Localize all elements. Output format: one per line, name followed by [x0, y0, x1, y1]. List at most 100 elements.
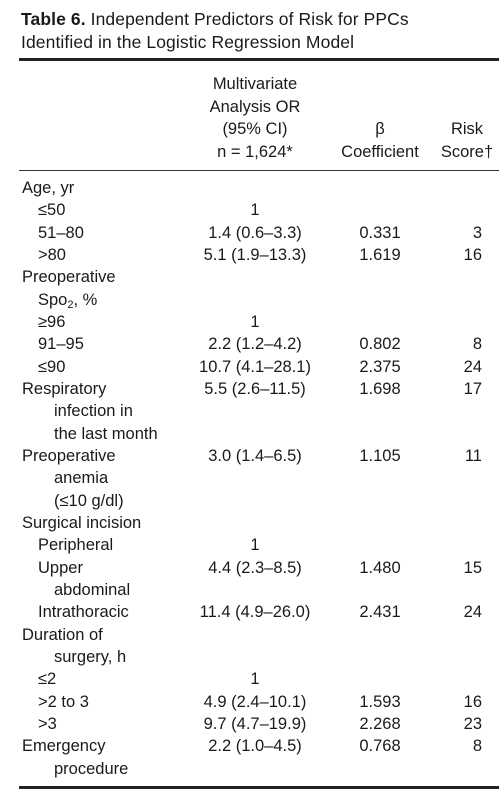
beta-cell: 0.802 [359, 335, 401, 354]
header-or-line2: Analysis OR [209, 97, 301, 116]
row-label-text: Peripheral [38, 536, 114, 555]
risk-cell: 24 [463, 603, 482, 622]
or-cell: 2.2 (1.2–4.2) [208, 335, 302, 354]
row-label: Peripheral [38, 534, 113, 556]
header-or-line3: (95% CI) [222, 120, 288, 138]
row-label-text: procedure [54, 759, 129, 778]
row-label-subscript: 2 [67, 298, 74, 311]
row-label-text: surgery, h [54, 647, 127, 666]
row-label-text: Upper [38, 558, 83, 577]
row-label-text: ≥96 [38, 312, 66, 331]
header-beta-line1: β [375, 120, 385, 138]
or-cell: 4.9 (2.4–10.1) [203, 692, 307, 711]
beta-cell: 2.375 [359, 357, 401, 376]
row-label-text: Intrathoracic [38, 603, 129, 622]
or-cell: 1.4 (0.6–3.3) [208, 223, 302, 242]
risk-cell: 8 [472, 737, 482, 756]
row-label: Surgical incision [22, 512, 141, 534]
header-or-line1: Multivariate [212, 75, 298, 93]
row-label: Upper [38, 557, 83, 579]
row-label-text: 91–95 [38, 335, 84, 354]
row-label-text: Surgical incision [22, 513, 142, 532]
risk-cell: 3 [472, 223, 482, 242]
or-cell: 1 [250, 312, 260, 331]
caption-text-line2: Identified in the Logistic Regression Mo… [21, 32, 355, 52]
header-beta: β Coefficient [330, 118, 430, 163]
risk-cell: 8 [472, 335, 482, 354]
beta-cell: 1.619 [359, 245, 401, 264]
row-label-text: infection in [54, 402, 133, 421]
or-cell: 1 [250, 536, 260, 555]
risk-cell: 16 [463, 245, 482, 264]
row-label: procedure [54, 758, 128, 780]
or-cell: 1 [250, 670, 260, 689]
header-or: Multivariate Analysis OR (95% CI) n = 1,… [185, 73, 325, 163]
caption-text-line1: Independent Predictors of Risk for PPCs [85, 9, 409, 29]
row-label: Age, yr [22, 177, 74, 199]
row-label-text: Spo [38, 290, 68, 309]
risk-cell: 17 [463, 379, 482, 398]
row-label-text: Preoperative [22, 446, 116, 465]
beta-cell: 1.698 [359, 379, 401, 398]
row-label: 91–95 [38, 333, 84, 355]
row-label: ≤50 [38, 199, 65, 221]
row-label: ≥96 [38, 311, 65, 333]
or-cell: 5.1 (1.9–13.3) [203, 245, 307, 264]
row-label-text: Duration of [22, 625, 103, 644]
row-label: >3 [38, 713, 57, 735]
bottom-rule [19, 786, 499, 789]
row-label-text: ≤50 [38, 201, 66, 220]
row-label: Spo2, % [38, 289, 97, 316]
row-label: anemia [54, 467, 108, 489]
or-cell: 2.2 (1.0–4.5) [208, 737, 302, 756]
row-label: Preoperative [22, 266, 116, 288]
beta-cell: 2.431 [359, 603, 401, 622]
row-label-text: abdominal [54, 580, 131, 599]
top-rule [19, 58, 499, 61]
beta-cell: 0.768 [359, 737, 401, 756]
row-label: Duration of [22, 624, 103, 646]
table-caption: Table 6. Independent Predictors of Risk … [21, 8, 491, 54]
row-label-text: (≤10 g/dl) [54, 491, 124, 510]
row-label-text: the last month [54, 424, 158, 443]
row-label: the last month [54, 423, 158, 445]
or-cell: 9.7 (4.7–19.9) [203, 714, 307, 733]
row-label: ≤2 [38, 668, 56, 690]
row-label-text: >80 [38, 245, 66, 264]
beta-cell: 1.593 [359, 692, 401, 711]
or-cell: 10.7 (4.1–28.1) [199, 357, 311, 376]
row-label-suffix: , % [73, 290, 98, 309]
row-label: Respiratory [22, 378, 106, 400]
header-risk: Risk Score† [436, 118, 498, 163]
or-cell: 4.4 (2.3–8.5) [208, 558, 302, 577]
or-cell: 1 [250, 201, 260, 220]
row-label: infection in [54, 400, 133, 422]
row-label: >2 to 3 [38, 691, 89, 713]
beta-cell: 0.331 [359, 223, 401, 242]
header-rule [19, 170, 499, 171]
risk-cell: 16 [463, 692, 482, 711]
or-cell: 5.5 (2.6–11.5) [204, 379, 306, 398]
row-label: Preoperative [22, 445, 116, 467]
header-or-line4: n = 1,624* [217, 142, 293, 161]
row-label-text: 51–80 [38, 223, 84, 242]
row-label-text: anemia [54, 469, 109, 488]
row-label-text: ≤90 [38, 357, 66, 376]
row-label-text: ≤2 [38, 670, 57, 689]
row-label-text: Emergency [22, 737, 106, 756]
row-label-text: >3 [38, 714, 57, 733]
risk-cell: 11 [464, 446, 482, 465]
header-risk-line2: Score† [440, 142, 494, 161]
row-label: (≤10 g/dl) [54, 490, 124, 512]
beta-cell: 2.268 [359, 714, 401, 733]
row-label-text: Age, yr [22, 179, 75, 197]
or-cell: 11.4 (4.9–26.0) [199, 603, 311, 622]
risk-cell: 23 [463, 714, 482, 733]
risk-cell: 15 [463, 558, 482, 577]
row-label-text: >2 to 3 [38, 692, 89, 711]
row-label: >80 [38, 244, 66, 266]
risk-cell: 24 [463, 357, 482, 376]
table-label: Table 6. [21, 9, 86, 29]
beta-cell: 1.105 [359, 446, 401, 465]
header-beta-line2: Coefficient [341, 142, 419, 161]
